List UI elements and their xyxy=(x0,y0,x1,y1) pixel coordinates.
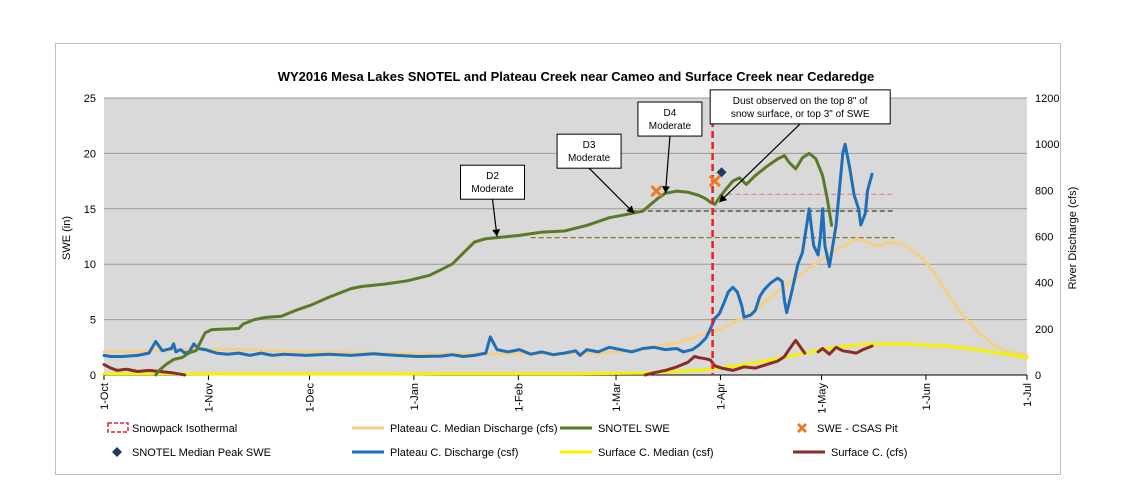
callout-arrowhead xyxy=(626,205,634,214)
callout-text: Moderate xyxy=(471,184,514,195)
callout-arrowhead xyxy=(661,185,670,194)
y-tick-label-right: 800 xyxy=(1035,185,1053,197)
chart-title: WY2016 Mesa Lakes SNOTEL and Plateau Cre… xyxy=(278,69,875,84)
annotation-callout: D2 Moderate xyxy=(460,164,526,237)
series-line-snotel-swe xyxy=(154,151,834,377)
x-tick-label: 1-Dec xyxy=(304,383,316,413)
legend-label: SNOTEL SWE xyxy=(598,423,670,435)
legend-label: Surface C. Median (csf) xyxy=(598,447,714,459)
y-tick-label-left: 0 xyxy=(90,370,96,382)
legend-swatch xyxy=(107,422,129,433)
legend-item: SNOTEL SWE xyxy=(560,423,670,435)
y-axis-label-left: SWE (in) xyxy=(61,216,73,260)
y-tick-label-right: 600 xyxy=(1035,232,1053,244)
callout-text: snow surface, or top 3" of SWE xyxy=(731,109,870,120)
legend-label: SNOTEL Median Peak SWE xyxy=(132,447,271,459)
legend-label: Surface C. (cfs) xyxy=(831,447,907,459)
y-tick-label-right: 0 xyxy=(1035,370,1041,382)
x-tick-label: 1-Nov xyxy=(203,383,215,413)
y-tick-label-left: 25 xyxy=(84,93,96,105)
legend-label: Plateau C. Discharge (csf) xyxy=(390,447,518,459)
legend-label: SWE - CSAS Pit xyxy=(817,423,898,435)
callout-arrowhead xyxy=(492,229,501,237)
series-line-surface-c-cfs-late xyxy=(816,344,874,356)
y-tick-label-left: 15 xyxy=(84,204,96,216)
csas-pit-marker xyxy=(650,185,663,198)
callout-box xyxy=(556,133,622,169)
y-tick-label-left: 20 xyxy=(84,148,96,160)
callout-text: Moderate xyxy=(649,121,692,132)
y-tick-label-right: 1200 xyxy=(1035,93,1059,105)
y-tick-label-right: 1000 xyxy=(1035,139,1059,151)
callout-box xyxy=(709,89,891,125)
x-tick-label: 1-Jul xyxy=(1022,383,1034,407)
callout-text: Dust observed on the top 8" of xyxy=(733,96,868,107)
x-tick-label: 1-May xyxy=(817,383,829,414)
series-line-plateau-c-median-discharge-cfs xyxy=(102,237,1029,358)
legend-item: SNOTEL Median Peak SWE xyxy=(112,447,271,459)
legend-label: Plateau C. Median Discharge (cfs) xyxy=(390,423,558,435)
y-tick-label-left: 5 xyxy=(90,315,96,327)
y-tick-label-right: 400 xyxy=(1035,278,1053,290)
csas-pit-marker xyxy=(708,175,721,188)
x-tick-label: 1-Jun xyxy=(921,383,933,411)
y-tick-label-right: 200 xyxy=(1035,324,1053,336)
legend-item: Snowpack Isothermal xyxy=(107,422,237,435)
callout-arrow xyxy=(588,167,635,214)
annotation-callout: Dust observed on the top 8" of snow surfa… xyxy=(709,89,891,203)
callout-text: D2 xyxy=(486,171,499,182)
annotation-callout: D3 Moderate xyxy=(556,133,635,214)
y-axis-label-right: River Discharge (cfs) xyxy=(1067,187,1079,290)
legend-item: Plateau C. Median Discharge (cfs) xyxy=(352,423,558,435)
series-line-surface-c-cfs-spring xyxy=(643,338,807,377)
legend-item: SWE - CSAS Pit xyxy=(796,422,898,435)
x-tick-label: 1-Mar xyxy=(611,383,623,412)
legend-swatch xyxy=(112,447,122,457)
y-tick-label-left: 10 xyxy=(84,259,96,271)
legend-label: Snowpack Isothermal xyxy=(132,423,237,435)
x-tick-label: 1-Apr xyxy=(715,383,727,410)
callout-text: D3 xyxy=(583,140,596,151)
series-line-plateau-c-discharge-csf xyxy=(102,142,874,358)
legend-item: Surface C. Median (csf) xyxy=(560,447,714,459)
annotation-callout: D4 Moderate xyxy=(637,101,703,194)
callout-text: Moderate xyxy=(568,153,611,164)
series-line-surface-c-cfs xyxy=(102,363,187,377)
x-tick-label: 1-Oct xyxy=(99,383,111,410)
callout-arrow xyxy=(664,136,671,194)
callout-text: D4 xyxy=(664,108,677,119)
median-peak-marker xyxy=(716,167,727,178)
series-line-surface-c-median-csf xyxy=(102,342,1029,376)
legend-item: Plateau C. Discharge (csf) xyxy=(352,447,518,459)
x-tick-label: 1-Jan xyxy=(409,383,421,411)
callout-box xyxy=(637,101,703,137)
callout-arrowhead xyxy=(719,194,728,203)
legend-item: Surface C. (cfs) xyxy=(793,447,907,459)
callout-box xyxy=(460,164,526,200)
callout-arrow xyxy=(718,123,801,203)
x-tick-label: 1-Feb xyxy=(513,383,525,412)
